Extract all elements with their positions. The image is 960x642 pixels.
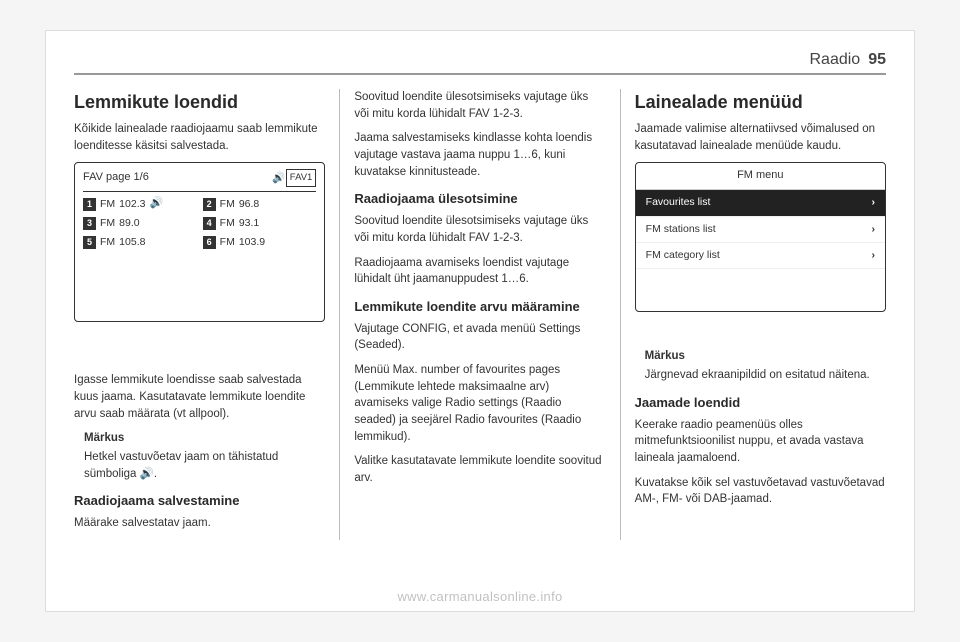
column-2: Soovitud loendite ülesotsimiseks vajutag… [340, 89, 619, 540]
col2-p3: Soovitud loendite ülesotsimiseks vajutag… [354, 213, 605, 246]
preset-band: FM [220, 197, 235, 212]
fav-preset-2[interactable]: 2 FM 96.8 [203, 195, 317, 213]
sound-icon: 🔊 [149, 196, 163, 212]
fav-preset-1[interactable]: 1 FM 102.3 🔊 [83, 195, 197, 213]
fav-preset-6[interactable]: 6 FM 103.9 [203, 234, 317, 251]
fm-row-favourites[interactable]: Favourites list › [636, 190, 885, 216]
col3-p1: Jaamade valimise alternatiivsed võimalus… [635, 121, 886, 154]
col1-h3-save: Raadiojaama salvestamine [74, 492, 325, 511]
fav-preset-5[interactable]: 5 FM 105.8 [83, 234, 197, 251]
col1-p2: Igasse lemmikute loendisse saab salvesta… [74, 372, 325, 422]
note-label: Märkus [645, 348, 886, 365]
preset-freq: 102.3 [119, 197, 145, 212]
preset-number: 3 [83, 217, 96, 230]
note-body: Järgnevad ekraanipildid on esitatud näit… [645, 369, 870, 381]
col3-p2: Keerake raadio peamenüüs olles mitmefunk… [635, 417, 886, 467]
preset-number: 5 [83, 236, 96, 249]
content-columns: Lemmikute loendid Kõikide lainealade raa… [74, 89, 886, 540]
fav-preset-3[interactable]: 3 FM 89.0 [83, 215, 197, 232]
preset-freq: 96.8 [239, 197, 259, 212]
col2-p6: Menüü Max. number of favourites pages (L… [354, 362, 605, 445]
col3-h3-stations: Jaamade loendid [635, 394, 886, 413]
speaker-icon: 🔊 [272, 171, 286, 186]
preset-number: 1 [83, 198, 96, 211]
col2-p5: Vajutage CONFIG, et avada menüü Settings… [354, 321, 605, 354]
col3-p3: Kuvatakse kõik sel vastuvõetavad vastuvõ… [635, 475, 886, 508]
preset-freq: 93.1 [239, 216, 259, 231]
preset-number: 6 [203, 236, 216, 249]
col2-h3-retrieve: Raadiojaama ülesotsimine [354, 190, 605, 209]
fav-panel-header: FAV page 1/6 🔊 FAV1 [83, 169, 316, 187]
preset-band: FM [220, 235, 235, 250]
fm-row-label: FM category list [646, 248, 872, 263]
preset-freq: 89.0 [119, 216, 139, 231]
preset-number: 4 [203, 217, 216, 230]
col1-note: Märkus Hetkel vastuvõetav jaam on tähist… [84, 430, 325, 482]
fm-row-label: Favourites list [646, 195, 872, 210]
page-header: Raadio 95 [74, 51, 886, 75]
col1-heading: Lemmikute loendid [74, 89, 325, 115]
fav-indicator: FAV1 [286, 169, 317, 187]
header-chapter-title: Raadio [810, 51, 861, 69]
favourites-panel: FAV page 1/6 🔊 FAV1 1 FM 102.3 🔊 2 FM 96… [74, 162, 325, 322]
fav-preset-4[interactable]: 4 FM 93.1 [203, 215, 317, 232]
col2-h3-count: Lemmikute loendite arvu määramine [354, 298, 605, 317]
col2-p4: Raadiojaama avamiseks loendist vajutage … [354, 255, 605, 288]
fm-row-stations[interactable]: FM stations list › [636, 217, 885, 243]
col3-note: Märkus Järgnevad ekraanipildid on esitat… [645, 348, 886, 383]
preset-band: FM [100, 197, 115, 212]
note-body: Hetkel vastuvõetav jaam on tähistatud sü… [84, 451, 278, 480]
fav-page-title: FAV page 1/6 [83, 170, 272, 186]
note-label: Märkus [84, 430, 325, 447]
chevron-right-icon: › [871, 222, 875, 237]
column-3: Lainealade menüüd Jaamade valimise alter… [621, 89, 886, 540]
fm-row-category[interactable]: FM category list › [636, 243, 885, 269]
col1-intro: Kõikide lainealade raadiojaamu saab lemm… [74, 121, 325, 154]
preset-number: 2 [203, 198, 216, 211]
chevron-right-icon: › [871, 248, 875, 263]
preset-freq: 103.9 [239, 235, 265, 250]
col3-heading: Lainealade menüüd [635, 89, 886, 115]
col2-p1: Soovitud loendite ülesotsimiseks vajutag… [354, 89, 605, 122]
col2-p2: Jaama salvestamiseks kindlasse kohta loe… [354, 130, 605, 180]
preset-band: FM [100, 235, 115, 250]
preset-band: FM [100, 216, 115, 231]
column-1: Lemmikute loendid Kõikide lainealade raa… [74, 89, 339, 540]
chevron-right-icon: › [871, 195, 875, 210]
preset-freq: 105.8 [119, 235, 145, 250]
fm-row-label: FM stations list [646, 222, 872, 237]
preset-band: FM [220, 216, 235, 231]
fav-preset-grid: 1 FM 102.3 🔊 2 FM 96.8 3 FM 89.0 [83, 191, 316, 251]
fm-menu-panel: FM menu Favourites list › FM stations li… [635, 162, 886, 312]
fm-menu-title: FM menu [636, 163, 885, 190]
header-page-number: 95 [868, 51, 886, 69]
manual-page: Raadio 95 Lemmikute loendid Kõikide lain… [45, 30, 915, 612]
col1-p3: Määrake salvestatav jaam. [74, 515, 325, 532]
col2-p7: Valitke kasutatavate lemmikute loendite … [354, 453, 605, 486]
